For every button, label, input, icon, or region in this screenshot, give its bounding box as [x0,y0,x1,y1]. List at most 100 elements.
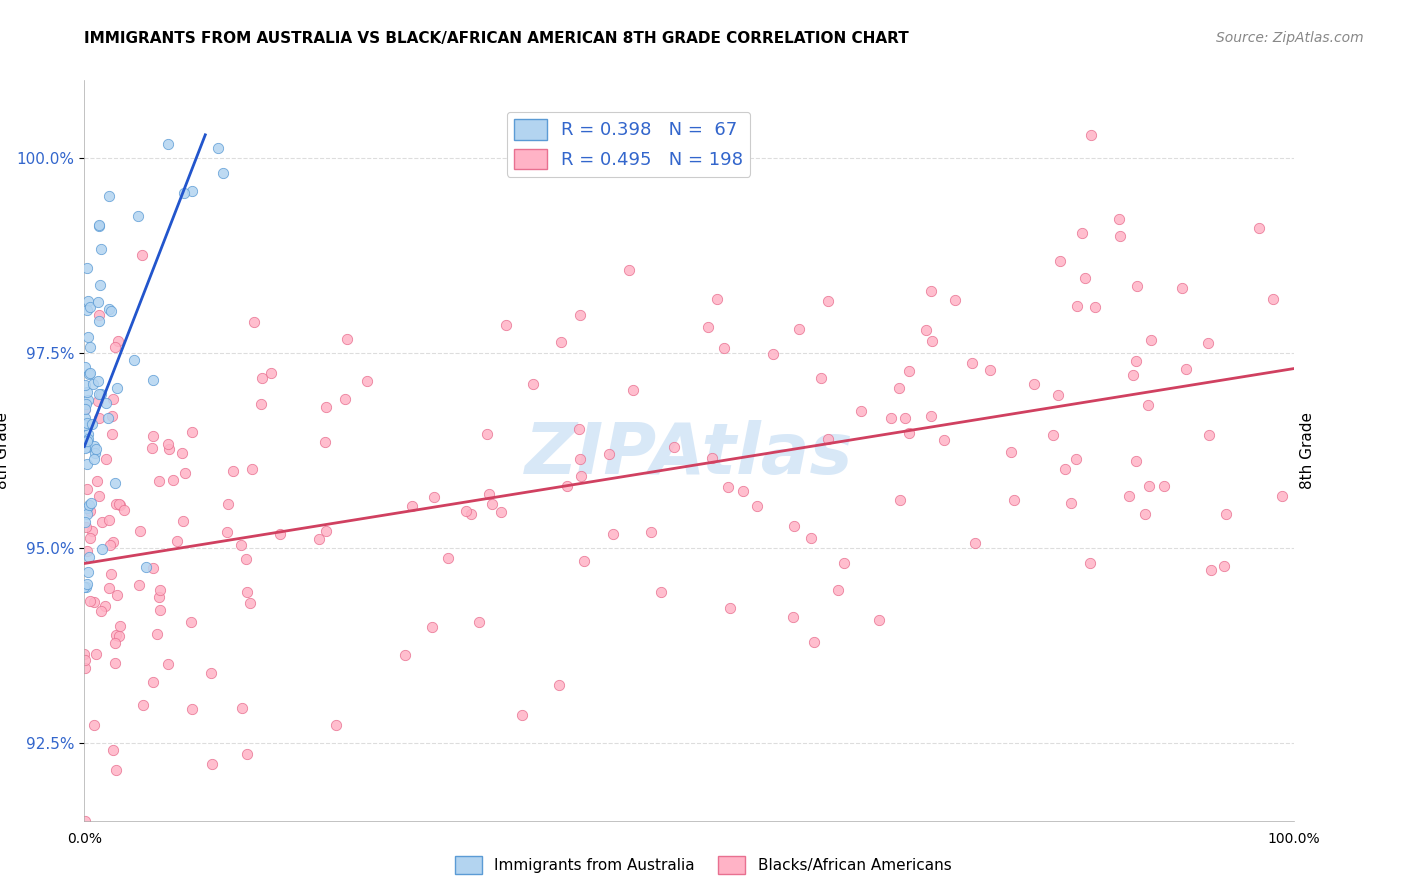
Point [236,584,259,599]
Point [231,701,253,715]
Point [82,377,104,392]
Point [75,661,97,675]
Point [105,588,128,602]
Point [75,410,97,425]
Point [141,441,163,455]
Point [1213,558,1236,573]
Point [101,409,124,423]
Point [1125,354,1147,368]
Point [1042,428,1064,442]
Point [122,353,145,368]
Point [75,442,97,456]
Point [1199,564,1222,578]
Point [87,218,110,232]
Point [235,552,257,566]
Point [817,432,839,446]
Point [617,263,640,277]
Point [229,538,252,552]
Point [149,582,172,597]
Point [697,320,720,334]
Point [128,578,150,592]
Point [79,340,101,354]
Point [602,526,624,541]
Point [314,434,336,449]
Point [76,434,98,449]
Point [336,332,359,346]
Point [915,323,938,337]
Point [77,565,100,579]
Point [98,581,121,595]
Point [243,315,266,329]
Point [110,499,132,513]
Point [76,457,98,471]
Point [104,498,127,512]
Point [87,489,110,503]
Point [598,447,620,461]
Point [77,329,100,343]
Point [156,657,179,671]
Point [75,397,97,411]
Point [132,698,155,712]
Point [166,534,188,549]
Point [142,560,165,574]
Point [73,417,96,432]
Point [217,496,239,510]
Point [260,366,283,380]
Point [810,370,832,384]
Point [512,708,534,723]
Point [1074,270,1097,285]
Point [1175,362,1198,376]
Point [1137,479,1160,493]
Point [94,599,117,614]
Legend: R = 0.398   N =  67, R = 0.495   N = 198: R = 0.398 N = 67, R = 0.495 N = 198 [506,112,751,177]
Point [239,596,262,610]
Point [75,515,97,529]
Point [108,629,131,643]
Point [104,340,127,354]
Point [94,396,117,410]
Point [1126,279,1149,293]
Point [76,392,98,407]
Point [547,678,569,692]
Point [762,347,785,361]
Point [90,387,112,401]
Point [401,500,423,514]
Point [76,385,98,400]
Point [1049,254,1071,268]
Point [105,763,128,777]
Point [76,482,98,496]
Point [851,403,873,417]
Point [335,392,357,407]
Point [79,300,101,314]
Point [1122,368,1144,383]
Point [478,486,501,500]
Point [1046,388,1069,402]
Point [149,603,172,617]
Point [706,293,728,307]
Point [76,441,98,455]
Point [1064,451,1087,466]
Point [162,473,184,487]
Point [100,304,122,318]
Point [97,410,120,425]
Point [834,556,856,570]
Point [934,433,956,447]
Point [568,422,591,436]
Point [84,647,107,661]
Point [460,507,482,521]
Point [84,442,107,457]
Point [75,520,97,534]
Point [437,551,460,566]
Point [868,613,890,627]
Point [963,535,986,549]
Point [97,301,120,316]
Point [83,718,105,732]
Point [127,209,149,223]
Point [1002,492,1025,507]
Point [83,451,105,466]
Point [889,493,911,508]
Point [803,635,825,649]
Point [1053,462,1076,476]
Point [200,666,222,681]
Point [1215,507,1237,521]
